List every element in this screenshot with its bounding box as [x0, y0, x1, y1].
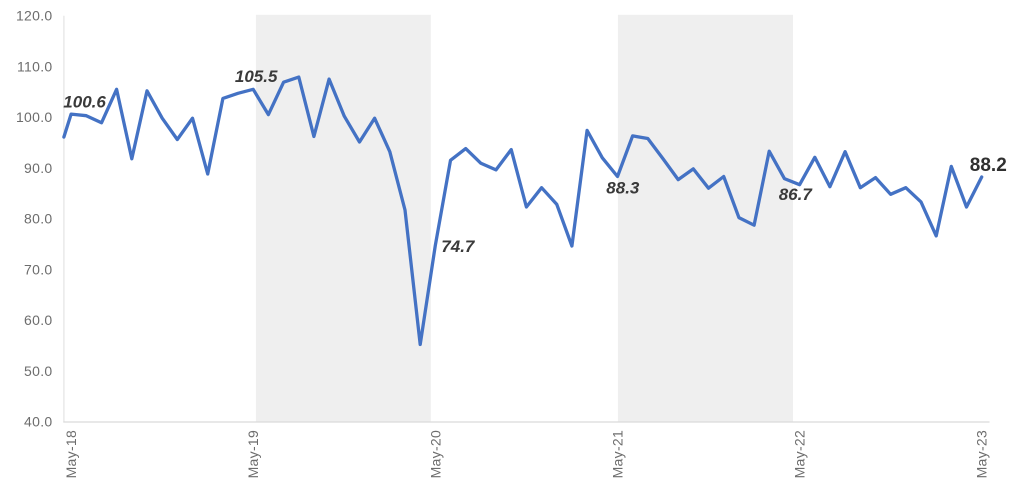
svg-text:May-19: May-19 — [245, 430, 261, 478]
svg-text:May-18: May-18 — [63, 430, 79, 478]
svg-text:May-20: May-20 — [427, 430, 443, 478]
svg-text:100.0: 100.0 — [16, 109, 53, 125]
svg-text:88.3: 88.3 — [606, 179, 640, 198]
svg-text:60.0: 60.0 — [24, 312, 52, 328]
svg-text:80.0: 80.0 — [24, 211, 52, 227]
svg-text:120.0: 120.0 — [16, 8, 53, 24]
svg-text:50.0: 50.0 — [24, 363, 52, 379]
svg-text:105.5: 105.5 — [235, 67, 278, 86]
svg-text:74.7: 74.7 — [441, 237, 476, 256]
svg-text:90.0: 90.0 — [24, 160, 52, 176]
svg-text:88.2: 88.2 — [970, 155, 1007, 176]
svg-text:May-23: May-23 — [974, 430, 990, 478]
svg-text:110.0: 110.0 — [17, 58, 53, 74]
svg-text:70.0: 70.0 — [24, 261, 52, 277]
svg-text:40.0: 40.0 — [24, 414, 52, 430]
svg-text:May-22: May-22 — [792, 430, 808, 478]
svg-text:100.6: 100.6 — [63, 93, 106, 112]
svg-text:May-21: May-21 — [610, 430, 626, 478]
svg-text:86.7: 86.7 — [779, 185, 814, 204]
